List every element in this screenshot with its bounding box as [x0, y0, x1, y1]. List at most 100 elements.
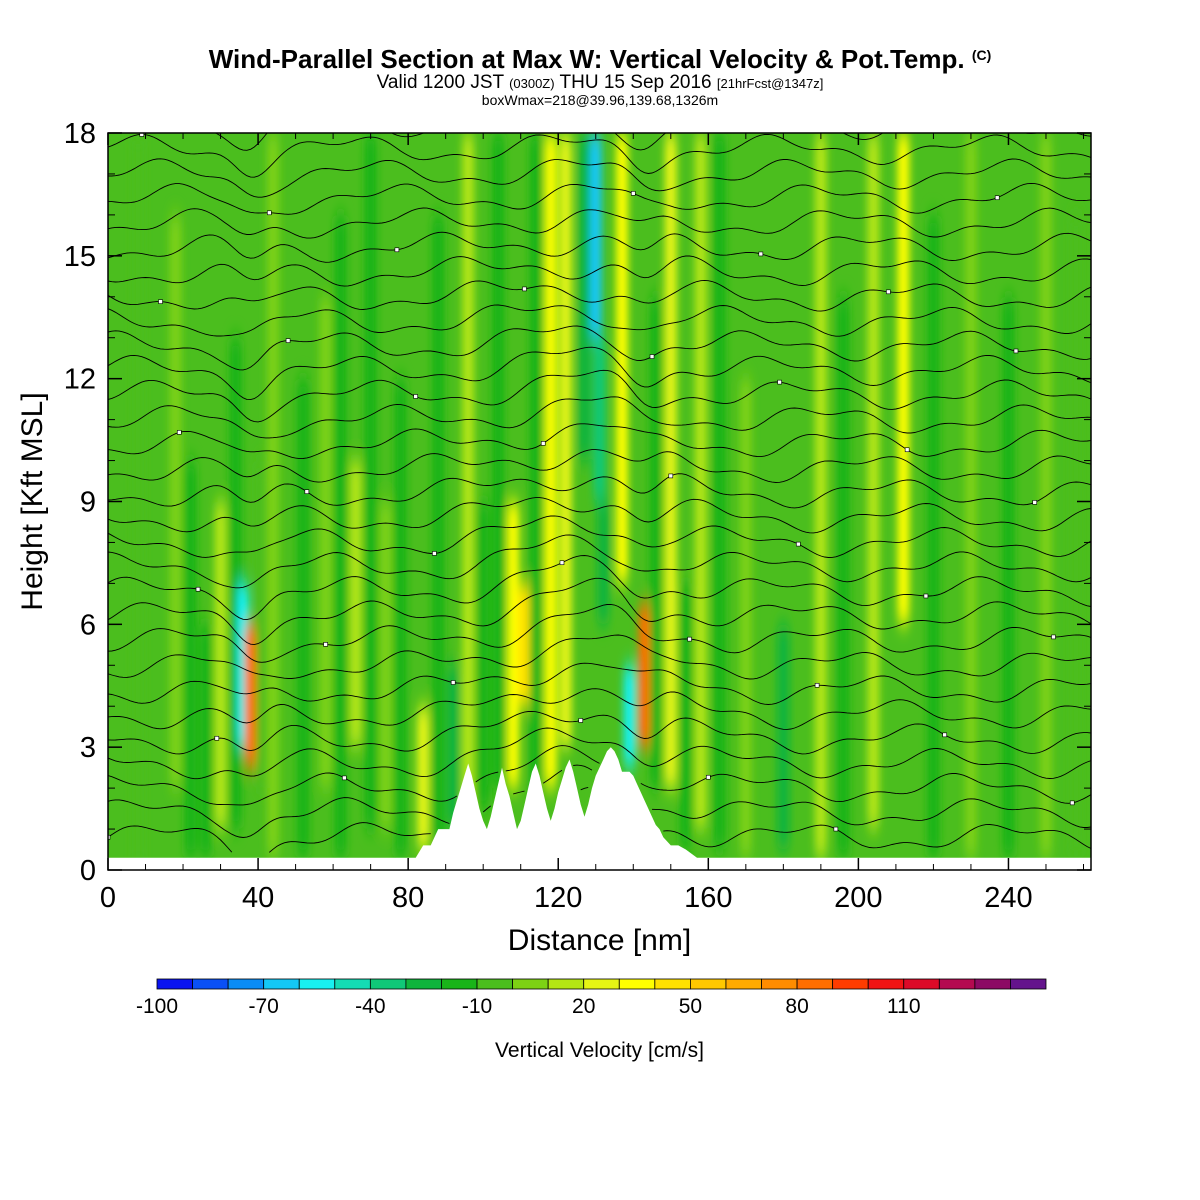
- contour-label-mark-29: [158, 299, 163, 304]
- velocity-band-20: [462, 133, 475, 830]
- valid-zulu-time: (0300Z): [509, 76, 555, 91]
- contour-label-mark-27: [649, 354, 655, 359]
- theta-contour-7: [108, 634, 1091, 680]
- contour-label-mark-3: [706, 774, 711, 780]
- theta-contour-25: [108, 207, 1091, 239]
- colorbar-swatch-20: [867, 978, 905, 990]
- colorbar-swatch-0: [156, 978, 193, 990]
- theta-contour-6: [108, 662, 1091, 705]
- theta-contour-22: [108, 279, 1091, 312]
- theta-contour-20: [108, 325, 1091, 371]
- contour-label-mark-34: [267, 210, 272, 216]
- velocity-band-47: [964, 133, 977, 858]
- velocity-band-44: [867, 133, 880, 830]
- velocity-band-35: [649, 296, 662, 789]
- theta-contour-27: [108, 158, 1091, 198]
- colorbar-tick-label-20: 20: [572, 995, 595, 1018]
- theta-contour-4: [108, 710, 1091, 755]
- velocity-band-18: [432, 214, 445, 850]
- velocity-band-41: [777, 624, 790, 850]
- velocity-band-11: [319, 296, 332, 789]
- colorbar-swatch-16: [725, 978, 762, 990]
- colorbar-swatch-2: [227, 978, 265, 990]
- velocity-band-17: [417, 706, 430, 850]
- velocity-band-32: [616, 133, 629, 584]
- contour-label-mark-20: [1032, 500, 1038, 505]
- y-tick-label-15: 15: [64, 241, 96, 273]
- contour-label-mark-25: [777, 379, 782, 385]
- contour-label-mark-28: [1013, 348, 1019, 354]
- contour-label-mark-35: [630, 191, 636, 196]
- contour-label-mark-12: [1051, 634, 1056, 640]
- theta-contour-18: [108, 369, 1091, 423]
- velocity-band-42: [814, 133, 827, 858]
- contour-label-mark-0: [108, 834, 111, 840]
- y-axis-label: Height [Kft MSL]: [16, 392, 49, 610]
- colorbar-tick-label--10: -10: [462, 995, 492, 1018]
- colorbar-swatch-5: [334, 978, 371, 990]
- contour-label-mark-36: [994, 195, 1000, 201]
- colorbar-tick-label--70: -70: [249, 995, 279, 1018]
- contour-label-mark-2: [342, 775, 347, 781]
- colorbar-tick-label-80: 80: [785, 995, 808, 1018]
- theta-contour-12: [108, 515, 1091, 558]
- velocity-band-37: [679, 583, 692, 850]
- velocity-band-7: [244, 624, 257, 768]
- theta-contour-15: [108, 449, 1091, 483]
- x-tick-label-200: 200: [834, 882, 882, 914]
- velocity-band-21: [477, 501, 490, 809]
- contour-label-mark-16: [432, 551, 437, 556]
- contour-label-mark-11: [687, 636, 692, 642]
- x-tick-label-160: 160: [684, 882, 732, 914]
- colorbar-swatch-21: [903, 978, 940, 990]
- theta-contour-21: [108, 304, 1091, 337]
- colorbar-swatch-13: [618, 978, 656, 990]
- colorbar-tick-label--100: -100: [136, 995, 178, 1018]
- velocity-band-28: [578, 133, 591, 461]
- velocity-band-36: [664, 133, 677, 789]
- velocity-band-2: [184, 460, 197, 858]
- contour-label-mark-24: [413, 394, 418, 399]
- velocity-band-50: [1069, 214, 1082, 858]
- velocity-band-33: [623, 665, 636, 768]
- theta-contour-17: [108, 396, 1091, 439]
- x-tick-label-240: 240: [984, 882, 1032, 914]
- theta-contour-14: [108, 473, 1091, 509]
- theta-contour-9: [108, 577, 1091, 646]
- valid-time-text: Valid 1200 JST: [376, 72, 504, 93]
- contour-label-mark-32: [394, 247, 400, 253]
- chart-title: Wind-Parallel Section at Max W: Vertical…: [0, 44, 1200, 75]
- colorbar-swatch-14: [654, 978, 691, 990]
- contour-label-mark-30: [522, 286, 527, 292]
- velocity-band-1: [169, 214, 182, 789]
- contour-label-mark-21: [176, 430, 182, 435]
- theta-contour-1: [108, 764, 1091, 838]
- velocity-band-16: [394, 378, 407, 858]
- x-tick-label-40: 40: [242, 882, 274, 914]
- velocity-band-27: [559, 133, 572, 748]
- velocity-band-45: [897, 133, 910, 625]
- colorbar-swatch-3: [263, 978, 300, 990]
- velocity-band-49: [1039, 133, 1052, 858]
- contour-label-mark-13: [195, 586, 201, 592]
- colorbar-swatch-17: [761, 978, 798, 990]
- velocity-band-10: [297, 378, 310, 858]
- colorbar-swatch-8: [441, 978, 478, 990]
- colorbar-swatch-18: [796, 978, 834, 990]
- velocity-band-29: [589, 133, 602, 338]
- velocity-band-0: [132, 133, 145, 870]
- contour-label-mark-23: [904, 447, 910, 453]
- velocity-band-9: [267, 133, 280, 858]
- contour-label-mark-9: [814, 682, 820, 688]
- theta-contour-19: [108, 346, 1091, 401]
- contour-label-mark-14: [559, 560, 565, 566]
- contour-label-mark-4: [1069, 800, 1075, 806]
- velocity-band-34: [638, 603, 651, 748]
- velocity-band-14: [364, 133, 377, 830]
- contour-label-mark-5: [214, 735, 220, 741]
- theta-contour-26: [108, 182, 1091, 215]
- theta-contour-24: [108, 231, 1091, 263]
- velocity-band-4: [214, 501, 227, 830]
